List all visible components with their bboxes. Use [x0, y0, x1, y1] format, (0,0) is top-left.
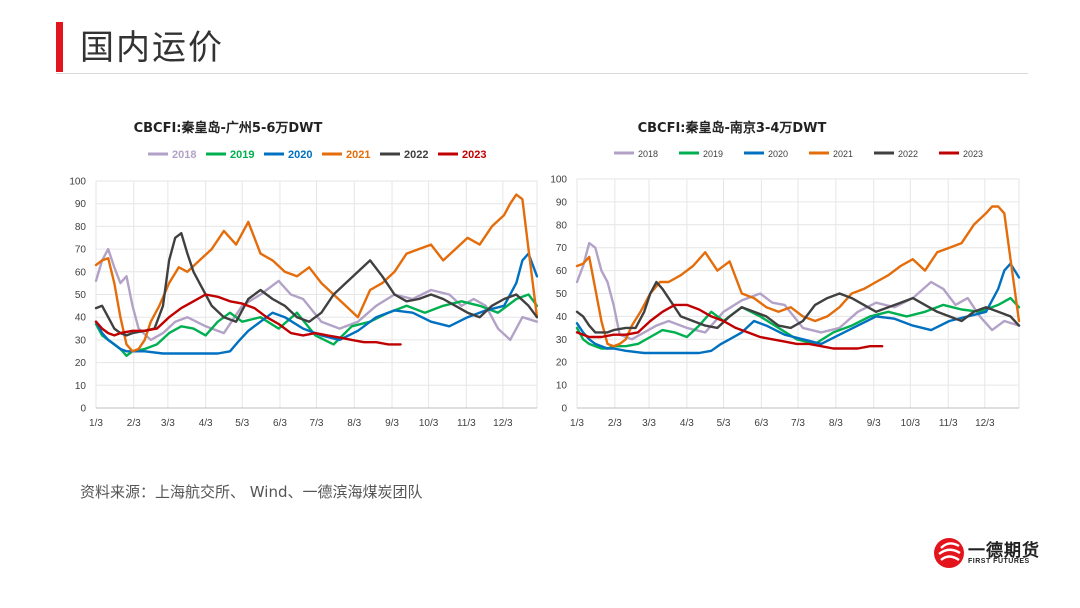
x-tick-label: 5/3 [235, 418, 249, 429]
y-tick-label: 60 [75, 267, 87, 278]
x-tick-label: 11/3 [457, 418, 476, 429]
y-tick-label: 10 [556, 381, 568, 392]
y-tick-label: 90 [556, 197, 568, 208]
x-tick-label: 3/3 [642, 418, 656, 429]
logo-name-en: FIRST FUTURES [968, 558, 1030, 565]
x-tick-label: 3/3 [161, 418, 175, 429]
x-tick-label: 10/3 [901, 418, 921, 429]
y-tick-label: 70 [75, 245, 87, 256]
y-tick-label: 30 [556, 335, 568, 346]
legend-label-2022: 2022 [404, 149, 428, 161]
x-tick-label: 2/3 [608, 418, 622, 429]
y-tick-label: 60 [556, 266, 568, 277]
legend-label-2019: 2019 [230, 149, 254, 161]
chart-svg-nanjing: CBCFI:秦皇岛-南京3-4万DWT 2018 2019 2020 2021 2022 2… [550, 120, 1021, 429]
legend-label-2022: 2022 [898, 149, 918, 159]
series-line-2018 [575, 241, 1021, 341]
legend-label-2018: 2018 [638, 149, 658, 159]
y-tick-label: 40 [75, 313, 87, 324]
x-tick-label: 12/3 [493, 418, 513, 429]
y-tick-label: 80 [556, 220, 568, 231]
page-title: 国内运价 [80, 28, 224, 68]
y-tick-label: 0 [80, 404, 86, 415]
series-line-2019 [94, 293, 538, 358]
y-tick-label: 50 [75, 290, 87, 301]
x-tick-label: 5/3 [717, 418, 731, 429]
series-line-2023 [94, 293, 402, 346]
chart-qinhuangdao-guangzhou: CBCFI:秦皇岛-广州5-6万DWT 2018 2019 2020 2021 2022 2… [58, 108, 538, 438]
title-divider [56, 73, 1028, 74]
chart-svg-guangzhou: CBCFI:秦皇岛-广州5-6万DWT 2018 2019 2020 2021 2022 2… [69, 120, 538, 429]
x-tick-label: 4/3 [680, 418, 694, 429]
series-line-2021 [94, 193, 538, 353]
legend-label-2020: 2020 [288, 149, 312, 161]
x-tick-label: 7/3 [791, 418, 805, 429]
y-tick-label: 80 [75, 222, 87, 233]
y-tick-label: 90 [75, 199, 87, 210]
y-tick-label: 70 [556, 243, 568, 254]
legend-label-2021: 2021 [833, 149, 853, 159]
x-tick-label: 2/3 [127, 418, 141, 429]
x-tick-label: 9/3 [867, 418, 881, 429]
logo-name-cn: 一德期货 [968, 541, 1040, 561]
y-tick-label: 10 [75, 381, 87, 392]
y-tick-label: 30 [75, 335, 87, 346]
series-line-2021 [575, 205, 1021, 348]
legend-label-2023: 2023 [462, 149, 486, 161]
x-tick-label: 12/3 [975, 418, 995, 429]
x-tick-label: 8/3 [347, 418, 361, 429]
legend-label-2018: 2018 [172, 149, 196, 161]
x-tick-label: 9/3 [385, 418, 399, 429]
x-tick-label: 7/3 [310, 418, 324, 429]
legend-label-2021: 2021 [346, 149, 370, 161]
x-tick-label: 8/3 [829, 418, 843, 429]
x-tick-label: 4/3 [199, 418, 213, 429]
series-line-2020 [94, 252, 538, 355]
title-accent-bar [56, 22, 63, 72]
y-tick-label: 40 [556, 312, 568, 323]
y-tick-label: 20 [75, 358, 87, 369]
first-futures-logo-icon [934, 538, 964, 568]
series-line-2022 [575, 280, 1021, 334]
legend-label-2019: 2019 [703, 149, 723, 159]
legend-label-2020: 2020 [768, 149, 788, 159]
x-tick-label: 10/3 [419, 418, 439, 429]
series-line-2023 [575, 303, 884, 350]
chart-title: CBCFI:秦皇岛-广州5-6万DWT [134, 120, 323, 136]
company-logo: 一德期货 FIRST FUTURES [932, 534, 1042, 574]
x-tick-label: 1/3 [89, 418, 103, 429]
legend-label-2023: 2023 [963, 149, 983, 159]
y-tick-label: 50 [556, 289, 568, 300]
x-tick-label: 11/3 [939, 418, 958, 429]
y-tick-label: 100 [69, 177, 86, 188]
x-tick-label: 6/3 [754, 418, 768, 429]
chart-qinhuangdao-nanjing: CBCFI:秦皇岛-南京3-4万DWT 2018 2019 2020 2021 2022 2… [544, 108, 1024, 438]
x-tick-label: 6/3 [273, 418, 287, 429]
chart-title: CBCFI:秦皇岛-南京3-4万DWT [638, 120, 827, 136]
source-note: 资料来源：上海航交所、 Wind、一德滨海煤炭团队 [80, 483, 423, 501]
y-tick-label: 0 [561, 404, 567, 415]
y-tick-label: 100 [550, 175, 567, 186]
y-tick-label: 20 [556, 358, 568, 369]
x-tick-label: 1/3 [570, 418, 584, 429]
